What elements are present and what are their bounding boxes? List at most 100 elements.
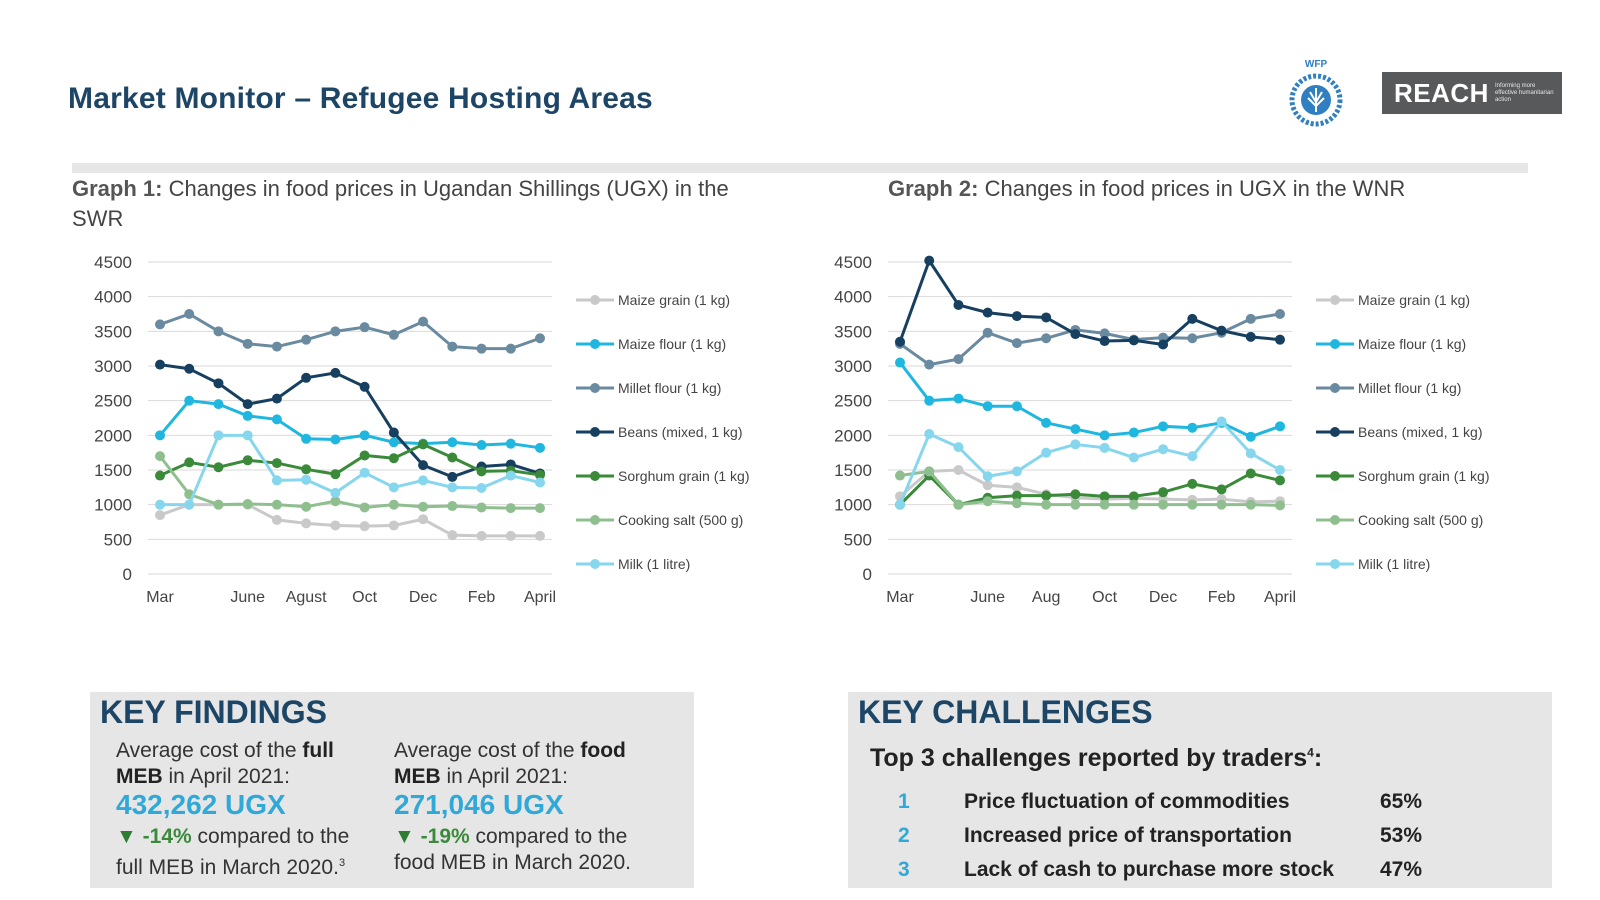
legend-label: Millet flour (1 kg) — [618, 380, 721, 396]
data-point — [242, 498, 253, 509]
x-tick-label: April — [1264, 589, 1296, 606]
y-tick-label: 1500 — [94, 461, 132, 480]
data-point — [301, 474, 312, 485]
kf2-post: in April 2021: — [440, 765, 568, 788]
data-point — [242, 430, 253, 441]
legend-label: Beans (mixed, 1 kg) — [1358, 424, 1483, 440]
data-point — [895, 357, 905, 368]
data-point — [359, 450, 370, 461]
data-point — [953, 393, 964, 404]
legend-label: Milk (1 litre) — [1358, 556, 1430, 572]
graph2-label: Graph 2: — [888, 176, 979, 201]
data-point — [184, 499, 195, 510]
challenge-number: 1 — [898, 790, 910, 813]
data-point — [184, 457, 195, 468]
data-point — [1070, 489, 1081, 500]
kf1-pre: Average cost of the — [116, 739, 303, 762]
data-point — [301, 334, 312, 345]
data-point — [1245, 431, 1256, 442]
data-point — [447, 437, 458, 448]
data-point — [359, 467, 370, 478]
challenge-row: 2 Increased price of transportation 53% — [848, 824, 1552, 856]
data-point — [1275, 334, 1285, 345]
legend-marker — [1330, 339, 1340, 349]
x-tick-label: June — [970, 589, 1005, 606]
data-point — [982, 480, 993, 491]
legend-label: Maize flour (1 kg) — [618, 336, 726, 352]
data-point — [388, 499, 399, 510]
data-point — [330, 487, 341, 498]
y-tick-label: 0 — [123, 565, 132, 584]
data-point — [213, 326, 224, 337]
challenge-row: 3 Lack of cash to purchase more stock 47… — [848, 858, 1552, 890]
data-point — [1187, 313, 1198, 324]
y-tick-label: 2500 — [834, 392, 872, 411]
data-point — [1099, 328, 1110, 339]
data-point — [447, 530, 458, 541]
challenge-percent: 65% — [1380, 790, 1423, 813]
data-point — [476, 502, 487, 513]
data-point — [388, 427, 399, 438]
chart-swr: 0 500 1000 1500 2000 2500 3000 3500 4000 4500 Mar J… — [94, 253, 749, 606]
data-point — [213, 378, 224, 389]
data-point — [1187, 333, 1198, 344]
data-point — [301, 433, 312, 444]
key-findings-heading: KEY FINDINGS — [100, 694, 327, 730]
food-meb-value: 271,046 UGX — [394, 789, 564, 820]
y-tick-label: 500 — [104, 530, 132, 549]
x-tick-label: Oct — [1092, 589, 1117, 606]
x-tick-label: Mar — [146, 589, 174, 606]
legend-marker — [1330, 471, 1340, 481]
kf2-pre: Average cost of the — [394, 739, 581, 762]
series-path — [898, 257, 1281, 347]
key-challenges-heading: KEY CHALLENGES — [858, 694, 1153, 730]
data-point — [330, 434, 341, 445]
x-tick-label: Feb — [1208, 589, 1236, 606]
y-tick-label: 2500 — [94, 392, 132, 411]
reach-logo-text: REACH — [1394, 77, 1489, 108]
data-point — [1011, 311, 1022, 322]
data-point — [476, 466, 487, 477]
data-point — [359, 381, 370, 392]
challenge-text: Lack of cash to purchase more stock — [964, 858, 1334, 881]
data-point — [359, 430, 370, 441]
kf1-footnote: 3 — [338, 857, 346, 869]
data-point — [359, 322, 370, 333]
data-point — [924, 466, 935, 477]
data-point — [1216, 325, 1227, 336]
legend-marker — [590, 559, 600, 569]
data-point — [982, 496, 993, 507]
data-point — [359, 502, 370, 513]
data-point — [301, 372, 312, 383]
kf2-bold: food — [580, 739, 626, 762]
data-point — [418, 514, 429, 525]
data-point — [535, 530, 545, 541]
legend-marker — [1330, 559, 1340, 569]
data-point — [388, 482, 399, 493]
data-point — [1245, 313, 1256, 324]
data-point — [271, 514, 282, 525]
data-point — [447, 452, 458, 463]
data-point — [535, 469, 545, 480]
x-tick-label: Dec — [1149, 589, 1177, 606]
kf2-bold2: MEB — [394, 765, 441, 788]
data-point — [1158, 487, 1169, 498]
data-point — [447, 501, 458, 512]
legend-label: Beans (mixed, 1 kg) — [618, 424, 743, 440]
y-tick-label: 1000 — [834, 496, 872, 515]
x-tick-label: April — [524, 589, 556, 606]
data-point — [1128, 335, 1139, 346]
data-point — [213, 430, 224, 441]
kf1-last: full MEB in March 2020. — [116, 856, 339, 879]
data-point — [1011, 401, 1022, 412]
data-point — [1070, 439, 1081, 450]
y-tick-label: 4500 — [834, 253, 872, 272]
data-point — [1099, 499, 1110, 510]
y-tick-label: 3500 — [94, 322, 132, 341]
full-meb-change: -14% — [142, 825, 192, 848]
graph1-title: Graph 1: Changes in food prices in Ugand… — [72, 174, 832, 234]
kc-sub-footnote: 4 — [1307, 745, 1314, 760]
page-title: Market Monitor – Refugee Hosting Areas — [68, 82, 653, 115]
legend-label: Maize grain (1 kg) — [1358, 292, 1470, 308]
data-point — [388, 437, 399, 448]
